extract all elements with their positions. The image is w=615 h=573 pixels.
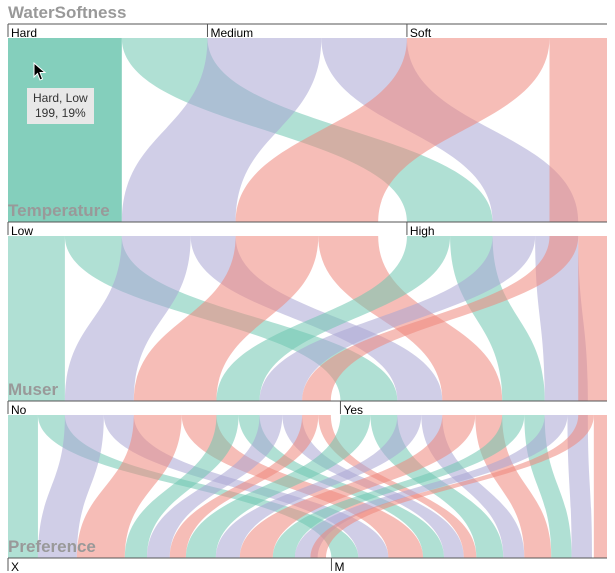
- category-label[interactable]: Soft: [410, 26, 432, 40]
- ribbon[interactable]: [8, 38, 122, 222]
- category-label[interactable]: No: [11, 403, 27, 417]
- category-label[interactable]: Hard: [11, 26, 37, 40]
- category-label[interactable]: Medium: [210, 26, 253, 40]
- category-label[interactable]: Low: [11, 224, 33, 238]
- axis-title-watersoftness: WaterSoftness: [8, 3, 126, 22]
- parallel-sets-chart: WaterSoftness Hard Medium Soft Temperature Lo…: [0, 0, 615, 573]
- axis-title-muser: Muser: [8, 380, 58, 399]
- ribbon[interactable]: [578, 236, 607, 401]
- category-label[interactable]: M: [334, 560, 344, 573]
- ribbons-group: [8, 38, 607, 558]
- ribbon[interactable]: [8, 236, 65, 401]
- axis-title-preference: Preference: [8, 537, 96, 556]
- ribbon[interactable]: [549, 38, 607, 222]
- ribbon[interactable]: [594, 415, 607, 558]
- category-label[interactable]: Yes: [343, 403, 363, 417]
- category-label[interactable]: High: [410, 224, 435, 238]
- category-label[interactable]: X: [11, 560, 19, 573]
- axis-title-temperature: Temperature: [8, 201, 110, 220]
- chart-svg[interactable]: WaterSoftness Hard Medium Soft Temperature Lo…: [0, 0, 615, 573]
